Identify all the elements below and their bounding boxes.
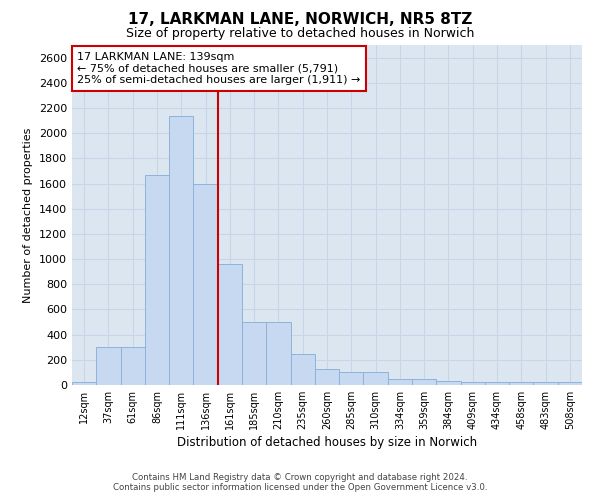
Bar [412,378,436,385]
Bar [193,184,218,385]
Bar [266,322,290,385]
Bar [364,372,388,385]
Bar [96,347,121,385]
Bar [290,354,315,385]
Bar [485,382,509,385]
Bar [558,382,582,385]
Bar [72,382,96,385]
X-axis label: Distribution of detached houses by size in Norwich: Distribution of detached houses by size … [177,436,477,449]
Bar [169,116,193,385]
Bar [436,381,461,385]
Bar [218,264,242,385]
Bar [388,378,412,385]
Bar [533,382,558,385]
Bar [145,174,169,385]
Y-axis label: Number of detached properties: Number of detached properties [23,128,34,302]
Bar [315,370,339,385]
Bar [121,347,145,385]
Bar [509,382,533,385]
Text: 17 LARKMAN LANE: 139sqm
← 75% of detached houses are smaller (5,791)
25% of semi: 17 LARKMAN LANE: 139sqm ← 75% of detache… [77,52,361,85]
Text: Size of property relative to detached houses in Norwich: Size of property relative to detached ho… [126,28,474,40]
Text: 17, LARKMAN LANE, NORWICH, NR5 8TZ: 17, LARKMAN LANE, NORWICH, NR5 8TZ [128,12,472,28]
Text: Contains HM Land Registry data © Crown copyright and database right 2024.
Contai: Contains HM Land Registry data © Crown c… [113,473,487,492]
Bar [242,322,266,385]
Bar [461,382,485,385]
Bar [339,372,364,385]
